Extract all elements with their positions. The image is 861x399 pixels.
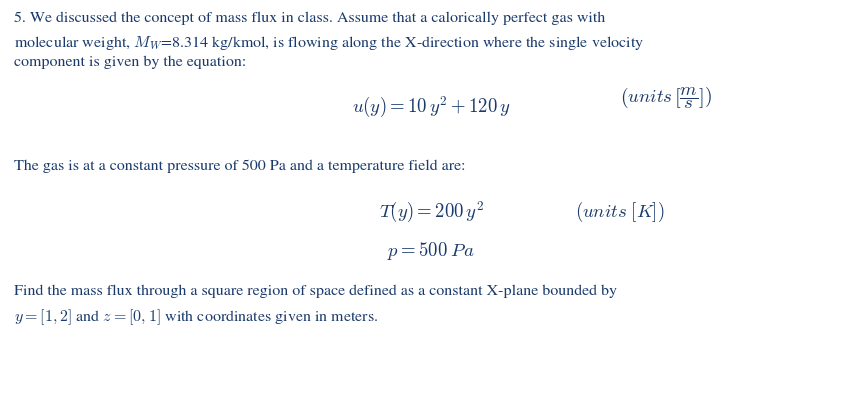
Text: component is given by the equation:: component is given by the equation: [14, 56, 246, 69]
Text: $y = [1, 2]$ and $z = [0,1]$ with coordinates given in meters.: $y = [1, 2]$ and $z = [0,1]$ with coordi… [14, 307, 378, 327]
Text: $T(y) = 200\,y^2$: $T(y) = 200\,y^2$ [378, 200, 483, 225]
Text: molecular weight, $M_W$=8.314 kg/kmol, is flowing along the X-direction where th: molecular weight, $M_W$=8.314 kg/kmol, i… [14, 34, 643, 52]
Text: $p = 500\;Pa$: $p = 500\;Pa$ [387, 240, 474, 262]
Text: $\left(\mathit{units}\,\left[\dfrac{m}{s}\right]\right)$: $\left(\mathit{units}\,\left[\dfrac{m}{s… [619, 85, 711, 111]
Text: Find the mass flux through a square region of space defined as a constant X-plan: Find the mass flux through a square regi… [14, 285, 616, 298]
Text: 5. We discussed the concept of mass flux in class. Assume that a calorically per: 5. We discussed the concept of mass flux… [14, 12, 604, 26]
Text: $(\mathit{units}\;[K])$: $(\mathit{units}\;[K])$ [574, 200, 664, 224]
Text: $u(y) = 10\,y^2 + 120\,y$: $u(y) = 10\,y^2 + 120\,y$ [351, 95, 510, 120]
Text: The gas is at a constant pressure of 500 Pa and a temperature field are:: The gas is at a constant pressure of 500… [14, 160, 465, 174]
